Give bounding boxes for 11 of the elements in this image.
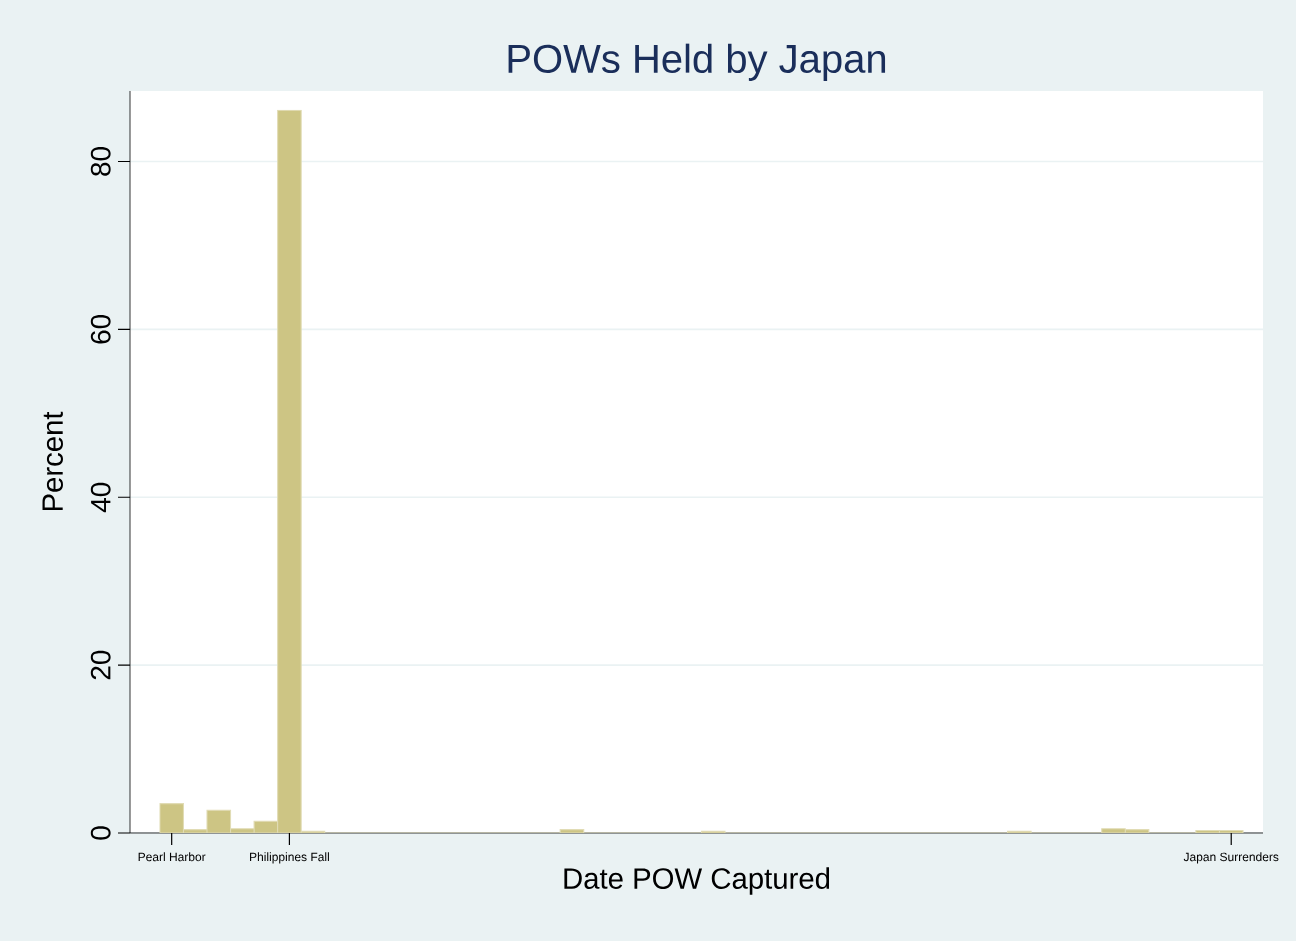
x-tick-label: Philippines Fall	[250, 852, 329, 864]
chart-title: POWs Held by Japan	[508, 43, 886, 81]
y-tick-label: 60	[90, 314, 111, 344]
y-axis-title: Percent	[42, 411, 63, 511]
y-tick-label: 40	[90, 482, 111, 513]
y-tick-label: 0	[90, 826, 111, 840]
x-tick-label: Japan Surrenders	[1183, 852, 1279, 864]
x-tick-label: Pearl Harbor	[138, 852, 206, 862]
y-tick-label: 20	[90, 650, 111, 680]
y-tick-label: 80	[90, 147, 111, 176]
x-axis-title: Date POW Captured	[564, 867, 830, 895]
